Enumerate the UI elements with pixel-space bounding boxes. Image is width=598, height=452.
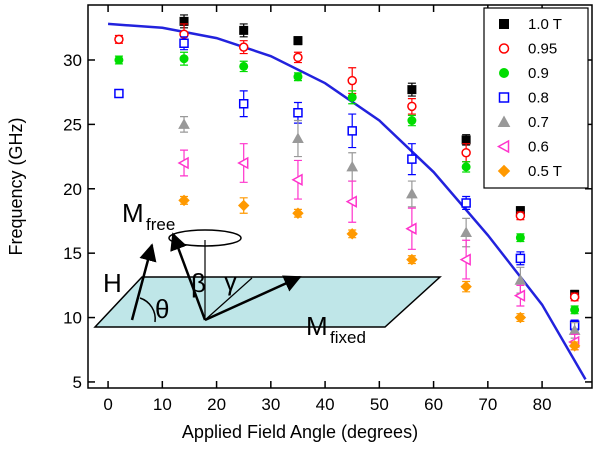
y-tick-label: 10	[63, 309, 82, 328]
y-tick-label: 25	[63, 115, 82, 134]
data-point	[179, 38, 189, 48]
data-point	[114, 34, 124, 45]
y-tick-label: 20	[63, 180, 82, 199]
data-point	[237, 199, 250, 212]
data-point	[179, 54, 189, 64]
x-tick-label: 20	[207, 395, 226, 414]
data-point	[405, 222, 417, 235]
plane	[93, 276, 442, 328]
data-point	[347, 126, 357, 136]
projection-line	[204, 277, 253, 321]
data-point	[114, 55, 124, 65]
data-point	[293, 36, 303, 46]
data-point	[461, 198, 471, 208]
beta-label: β	[191, 268, 206, 298]
data-point	[461, 162, 471, 172]
legend-label: 0.6	[528, 139, 549, 156]
data-point	[177, 156, 189, 170]
x-tick-label: 80	[533, 395, 552, 414]
data-point	[346, 228, 358, 240]
data-point	[407, 101, 417, 112]
m-fixed-sub: fixed	[330, 328, 366, 347]
data-point	[515, 233, 525, 243]
data-point	[292, 207, 304, 219]
x-tick-label: 30	[261, 395, 280, 414]
data-point	[406, 187, 418, 199]
h-arrow	[130, 243, 157, 321]
y-tick-label: 5	[73, 373, 82, 392]
legend-label: 0.9	[528, 65, 549, 82]
data-point	[569, 292, 580, 302]
x-tick-label: 0	[103, 395, 112, 414]
x-tick-label: 70	[478, 395, 497, 414]
data-point	[347, 92, 357, 102]
data-point	[513, 289, 526, 302]
data-point	[568, 340, 581, 352]
data-point	[460, 226, 472, 238]
data-point	[237, 156, 249, 170]
m-free-arrow	[170, 232, 207, 321]
data-point	[292, 132, 304, 144]
legend-label: 0.5 T	[528, 163, 562, 180]
gamma-label: γ	[224, 266, 237, 296]
data-point	[407, 85, 417, 95]
h-label: H	[103, 268, 122, 298]
data-point	[515, 253, 526, 264]
data-point	[178, 194, 190, 207]
legend-label: 1.0 T	[528, 16, 562, 33]
theta-arc	[139, 297, 156, 323]
m-free-sub: free	[146, 215, 175, 234]
x-tick-label: 60	[424, 395, 443, 414]
m-free-label: M	[122, 198, 144, 228]
data-point	[114, 88, 124, 99]
data-point	[347, 75, 357, 86]
legend-label: 0.8	[528, 90, 549, 107]
legend-marker	[499, 19, 509, 29]
data-point	[406, 253, 418, 266]
y-axis-label: Frequency (GHz)	[6, 117, 26, 255]
legend-label: 0.95	[528, 41, 557, 58]
data-point	[570, 305, 580, 315]
data-point	[514, 311, 527, 324]
legend-marker	[497, 115, 511, 127]
data-point	[238, 99, 249, 109]
data-point	[461, 135, 471, 145]
y-tick-label: 15	[63, 244, 82, 263]
m-fixed-arrow	[204, 275, 302, 322]
data-point	[345, 195, 357, 208]
legend-marker	[497, 164, 511, 178]
theta-label: θ	[155, 294, 169, 324]
data-point	[178, 118, 190, 129]
data-point	[459, 253, 471, 266]
x-tick-label: 40	[316, 395, 335, 414]
y-tick-label: 30	[63, 51, 82, 70]
plot-frame	[87, 4, 593, 389]
data-point	[239, 61, 249, 71]
m-fixed-label: M	[306, 311, 328, 341]
data-point	[461, 147, 471, 158]
data-point	[293, 108, 303, 118]
legend-marker	[496, 139, 510, 154]
data-point	[346, 160, 359, 172]
data-point	[515, 211, 526, 221]
legend-label: 0.7	[528, 114, 549, 131]
data-point	[293, 52, 303, 63]
data-point	[291, 173, 303, 187]
data-point	[293, 72, 303, 82]
data-point	[239, 25, 249, 35]
data-point	[407, 116, 417, 126]
x-tick-label: 50	[370, 395, 389, 414]
legend-marker	[498, 92, 510, 103]
data-point	[514, 274, 527, 285]
data-point	[460, 280, 472, 293]
data-point	[407, 154, 417, 164]
legend-marker	[498, 43, 510, 54]
data-point	[238, 42, 249, 52]
legend-marker	[498, 68, 510, 78]
x-tick-label: 10	[153, 395, 172, 414]
inset-diagram: M free H θ β γ M fixed	[93, 198, 442, 347]
x-axis-label: Applied Field Angle (degrees)	[182, 422, 418, 442]
